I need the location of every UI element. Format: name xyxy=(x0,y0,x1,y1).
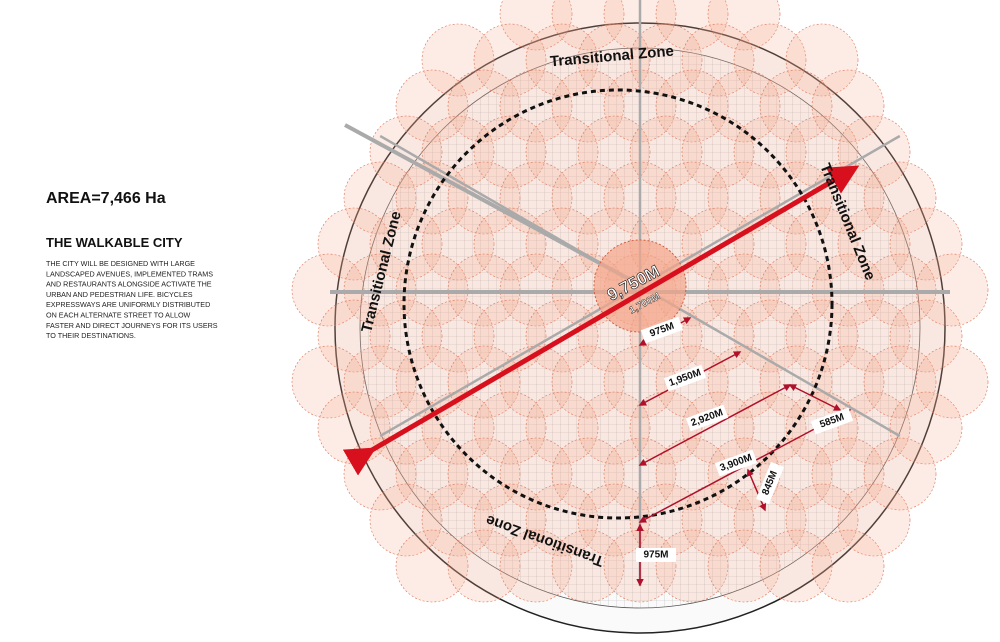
walk-radius xyxy=(499,69,573,143)
walk-radius xyxy=(811,69,885,143)
walk-radius xyxy=(707,529,781,603)
measure: 975M xyxy=(636,548,676,562)
walk-radius xyxy=(811,529,885,603)
walk-radius xyxy=(889,299,963,373)
measure-label: 975M xyxy=(643,550,668,561)
walk-radius xyxy=(369,483,443,557)
walk-radius xyxy=(681,23,755,97)
area: AREA=7,466 Ha xyxy=(46,190,166,207)
measure: 975M xyxy=(640,316,684,344)
description-line: LANDSCAPED AVENUES, IMPLEMENTED TRAMS xyxy=(46,269,213,278)
diameter-arrow xyxy=(342,165,860,476)
title: THE WALKABLE CITY xyxy=(46,235,183,250)
walk-radius xyxy=(577,23,651,97)
measure-box xyxy=(636,548,676,562)
measure: 585M xyxy=(810,407,854,435)
walk-radius xyxy=(759,529,833,603)
walk-radius xyxy=(889,207,963,281)
measure-box xyxy=(714,449,758,477)
walk-radius xyxy=(525,483,599,557)
walk-radius xyxy=(655,69,729,143)
measure-box xyxy=(685,404,729,432)
measure-box xyxy=(810,407,854,435)
walk-radius xyxy=(395,529,469,603)
walk-radius xyxy=(707,0,781,51)
measure-box xyxy=(640,316,684,344)
walk-radius xyxy=(863,437,937,511)
walk-radius xyxy=(499,529,573,603)
walk-radius xyxy=(655,0,729,51)
description-line: ON EACH ALTERNATE STREET TO ALLOW xyxy=(46,311,191,320)
description-line: AND RESTAURANTS ALONGSIDE ACTIVATE THE xyxy=(46,280,212,289)
walk-radius xyxy=(551,69,625,143)
walk-radius xyxy=(707,69,781,143)
measure-box xyxy=(663,364,707,392)
walk-radius xyxy=(863,161,937,235)
walk-radius xyxy=(551,529,625,603)
walk-radius xyxy=(473,23,547,97)
description-line: THE CITY WILL BE DESIGNED WITH LARGE xyxy=(46,259,195,268)
walk-radius xyxy=(421,23,495,97)
measure-box xyxy=(756,461,784,505)
walk-radius xyxy=(889,391,963,465)
description: THE CITY WILL BE DESIGNED WITH LARGELAND… xyxy=(46,259,218,340)
description-line: TO THEIR DESTINATIONS. xyxy=(46,331,136,340)
walk-radius xyxy=(473,483,547,557)
walk-radius xyxy=(551,0,625,51)
walk-radius xyxy=(395,69,469,143)
walk-radius xyxy=(499,0,573,51)
walk-radius xyxy=(863,345,937,419)
description-line: FASTER AND DIRECT JOURNEYS FOR ITS USERS xyxy=(46,321,218,330)
walk-radius xyxy=(785,23,859,97)
description-line: URBAN AND PEDESTRIAN LIFE. BICYCLES xyxy=(46,290,193,299)
walk-radius xyxy=(759,69,833,143)
walk-radius xyxy=(421,483,495,557)
walk-radius xyxy=(447,529,521,603)
description-line: EXPRESSWAYS ARE UNIFORMLY DISTRIBUTED xyxy=(46,300,210,309)
walk-radius xyxy=(915,345,989,419)
walk-radius xyxy=(525,23,599,97)
walk-radius xyxy=(733,23,807,97)
